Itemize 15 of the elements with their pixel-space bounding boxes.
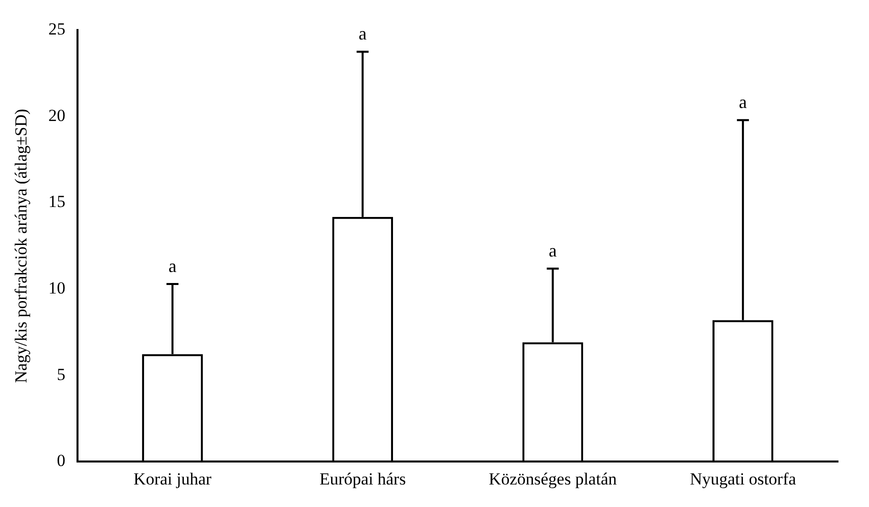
y-tick-label: 20 bbox=[48, 106, 66, 125]
y-tick-label: 15 bbox=[48, 192, 66, 212]
x-tick-label: Közönséges platán bbox=[488, 469, 618, 488]
annotation: a bbox=[168, 256, 176, 276]
y-tick-label: 5 bbox=[56, 364, 66, 384]
annotation: a bbox=[738, 92, 747, 112]
y-axis-title: Nagy/kis porfrakciók aránya (átlag±SD) bbox=[12, 108, 31, 383]
x-tick-label: Európai hárs bbox=[319, 469, 406, 488]
annotation: a bbox=[358, 24, 367, 44]
x-tick-label: Nyugati ostorfa bbox=[690, 469, 796, 488]
y-tick-label: 25 bbox=[48, 20, 66, 39]
annotation: a bbox=[548, 240, 557, 260]
y-tick-label: 10 bbox=[48, 278, 66, 298]
x-tick-label: Korai juhar bbox=[134, 469, 212, 488]
y-tick-label: 0 bbox=[56, 451, 66, 470]
